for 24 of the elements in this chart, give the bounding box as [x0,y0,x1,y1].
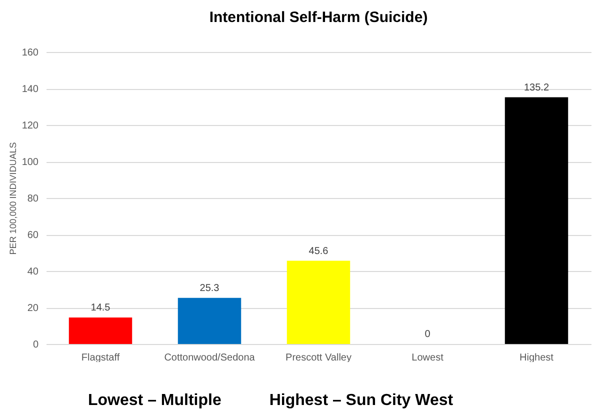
y-tick-label: 140 [22,84,39,95]
y-tick-label: 120 [22,120,39,132]
data-label: 135.2 [524,82,550,94]
text: Lowest – Multiple [88,392,222,409]
bar [286,260,350,344]
data-label: 14.5 [90,302,111,314]
y-tick-label: 80 [27,194,39,204]
y-tick-label: 0 [32,340,39,350]
y-tick-label: 60 [27,230,39,241]
y-tick-label: 160 [22,48,39,58]
bar [178,298,242,344]
data-label: 45.6 [308,246,329,257]
chart-title: Intentional Self-Harm (Suicide) [209,9,428,26]
x-tick-label: Cottonwood/Sedona [164,352,256,364]
bar [68,318,132,344]
data-label: 25.3 [200,282,220,294]
y-tick-label: 40 [27,266,39,278]
data-label: 0 [424,329,431,340]
x-tick-label: Lowest [412,352,444,364]
y-tick-label: 20 [27,303,39,314]
bar [504,97,568,344]
y-tick-label: 100 [22,157,39,168]
y-axis-title: PER 100,000 INDIVIDUALS [8,142,18,255]
text: Highest – Sun City West [269,392,454,409]
